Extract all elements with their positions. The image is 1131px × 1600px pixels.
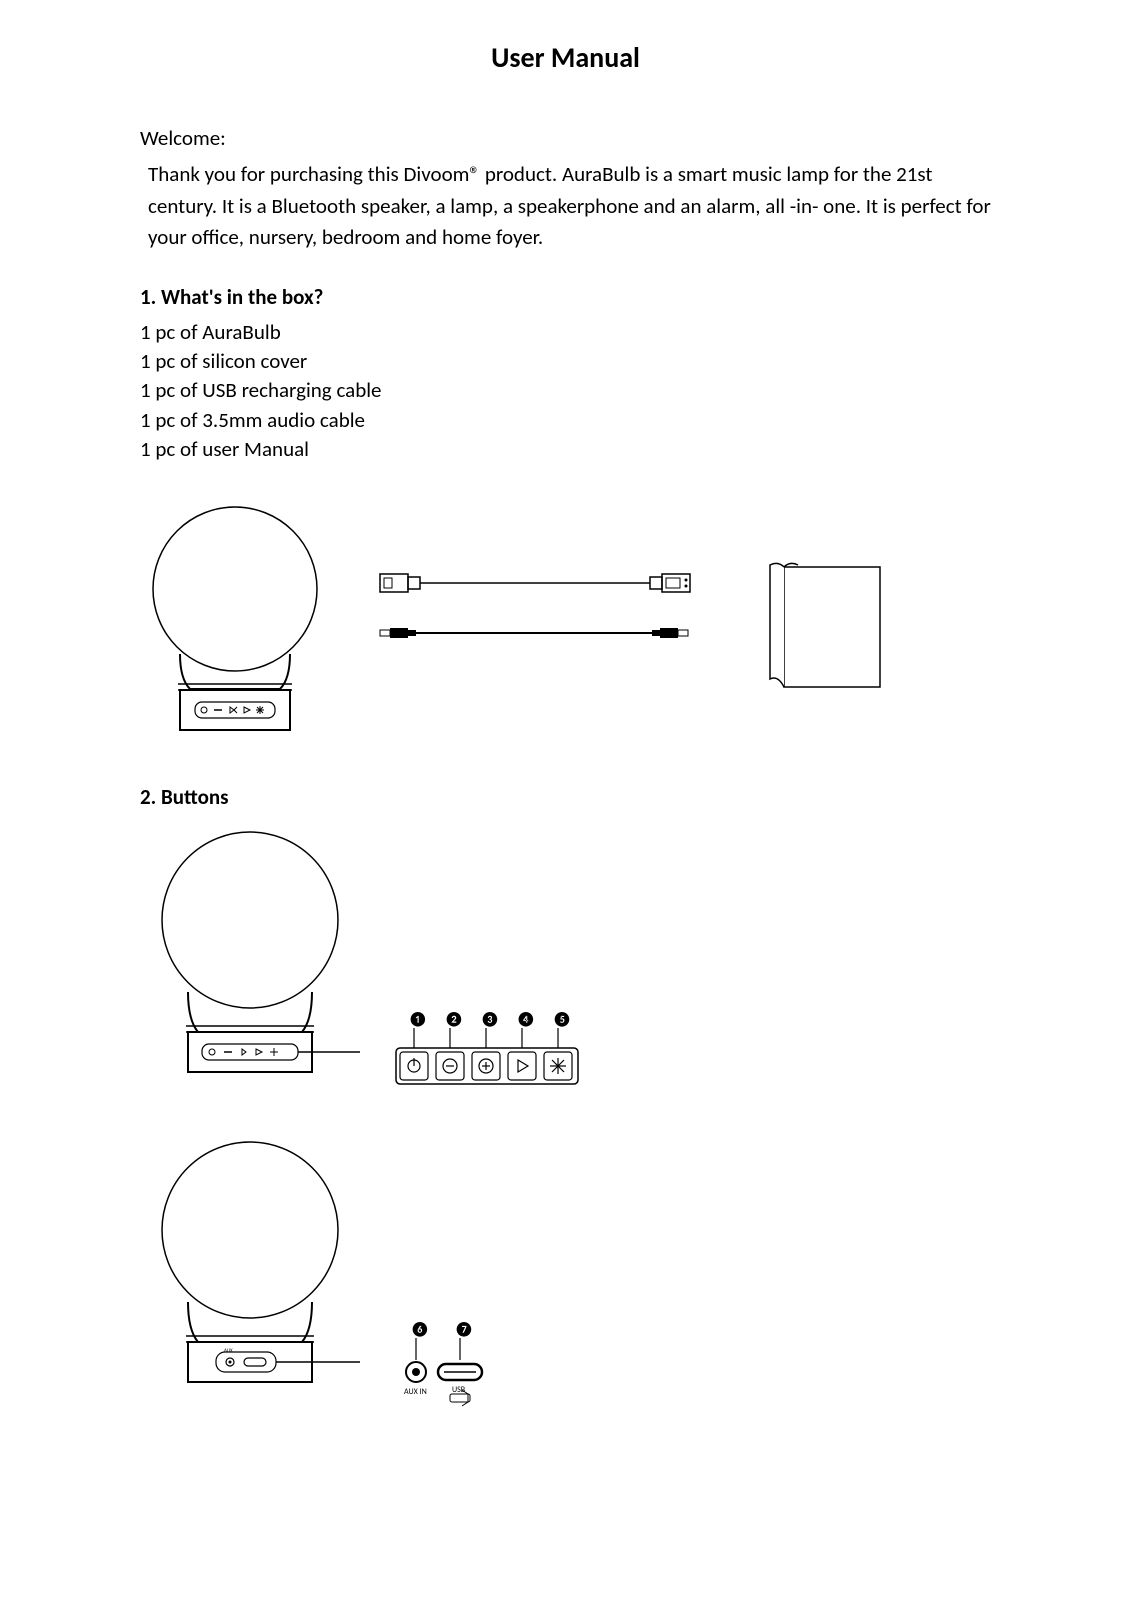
svg-text:AUX: AUX [224,1348,233,1354]
manual-booklet-icon [760,549,900,699]
buttons-diagram-rear: AUX ❻ ❼ AUX IN USB [140,1130,991,1420]
section-heading-buttons: 2. Buttons [140,784,991,810]
box-contents-diagram [140,494,991,754]
port-panel-detail-icon: ❻ ❼ AUX IN USB [390,1320,540,1420]
buttons-diagram-front: ❶ ❷ ❸ ❹ ❺ [140,820,991,1110]
num-7: ❼ [454,1321,474,1339]
box-item-3: 1 pc of 3.5mm audio cable [140,406,991,435]
aurabulb-icon [140,494,330,754]
aux-label: AUX IN [404,1387,427,1397]
cables-icon [370,554,730,694]
welcome-body: Thank you for purchasing this Divoom® pr… [140,159,991,254]
aurabulb-front-icon [140,820,360,1100]
num-4: ❹ [516,1011,536,1029]
num-6: ❻ [410,1321,430,1339]
welcome-label: Welcome: [140,125,991,151]
section-heading-box: 1. What's in the box? [140,284,991,310]
box-item-0: 1 pc of AuraBulb [140,318,991,347]
button-panel-detail-icon: ❶ ❷ ❸ ❹ ❺ [390,1010,600,1110]
page-title: User Manual [140,40,991,75]
num-1: ❶ [408,1011,428,1029]
box-item-1: 1 pc of silicon cover [140,347,991,376]
num-5: ❺ [552,1011,572,1029]
num-2: ❷ [444,1011,464,1029]
box-item-2: 1 pc of USB recharging cable [140,376,991,405]
box-item-4: 1 pc of user Manual [140,435,991,464]
num-3: ❸ [480,1011,500,1029]
aurabulb-rear-icon: AUX [140,1130,360,1410]
